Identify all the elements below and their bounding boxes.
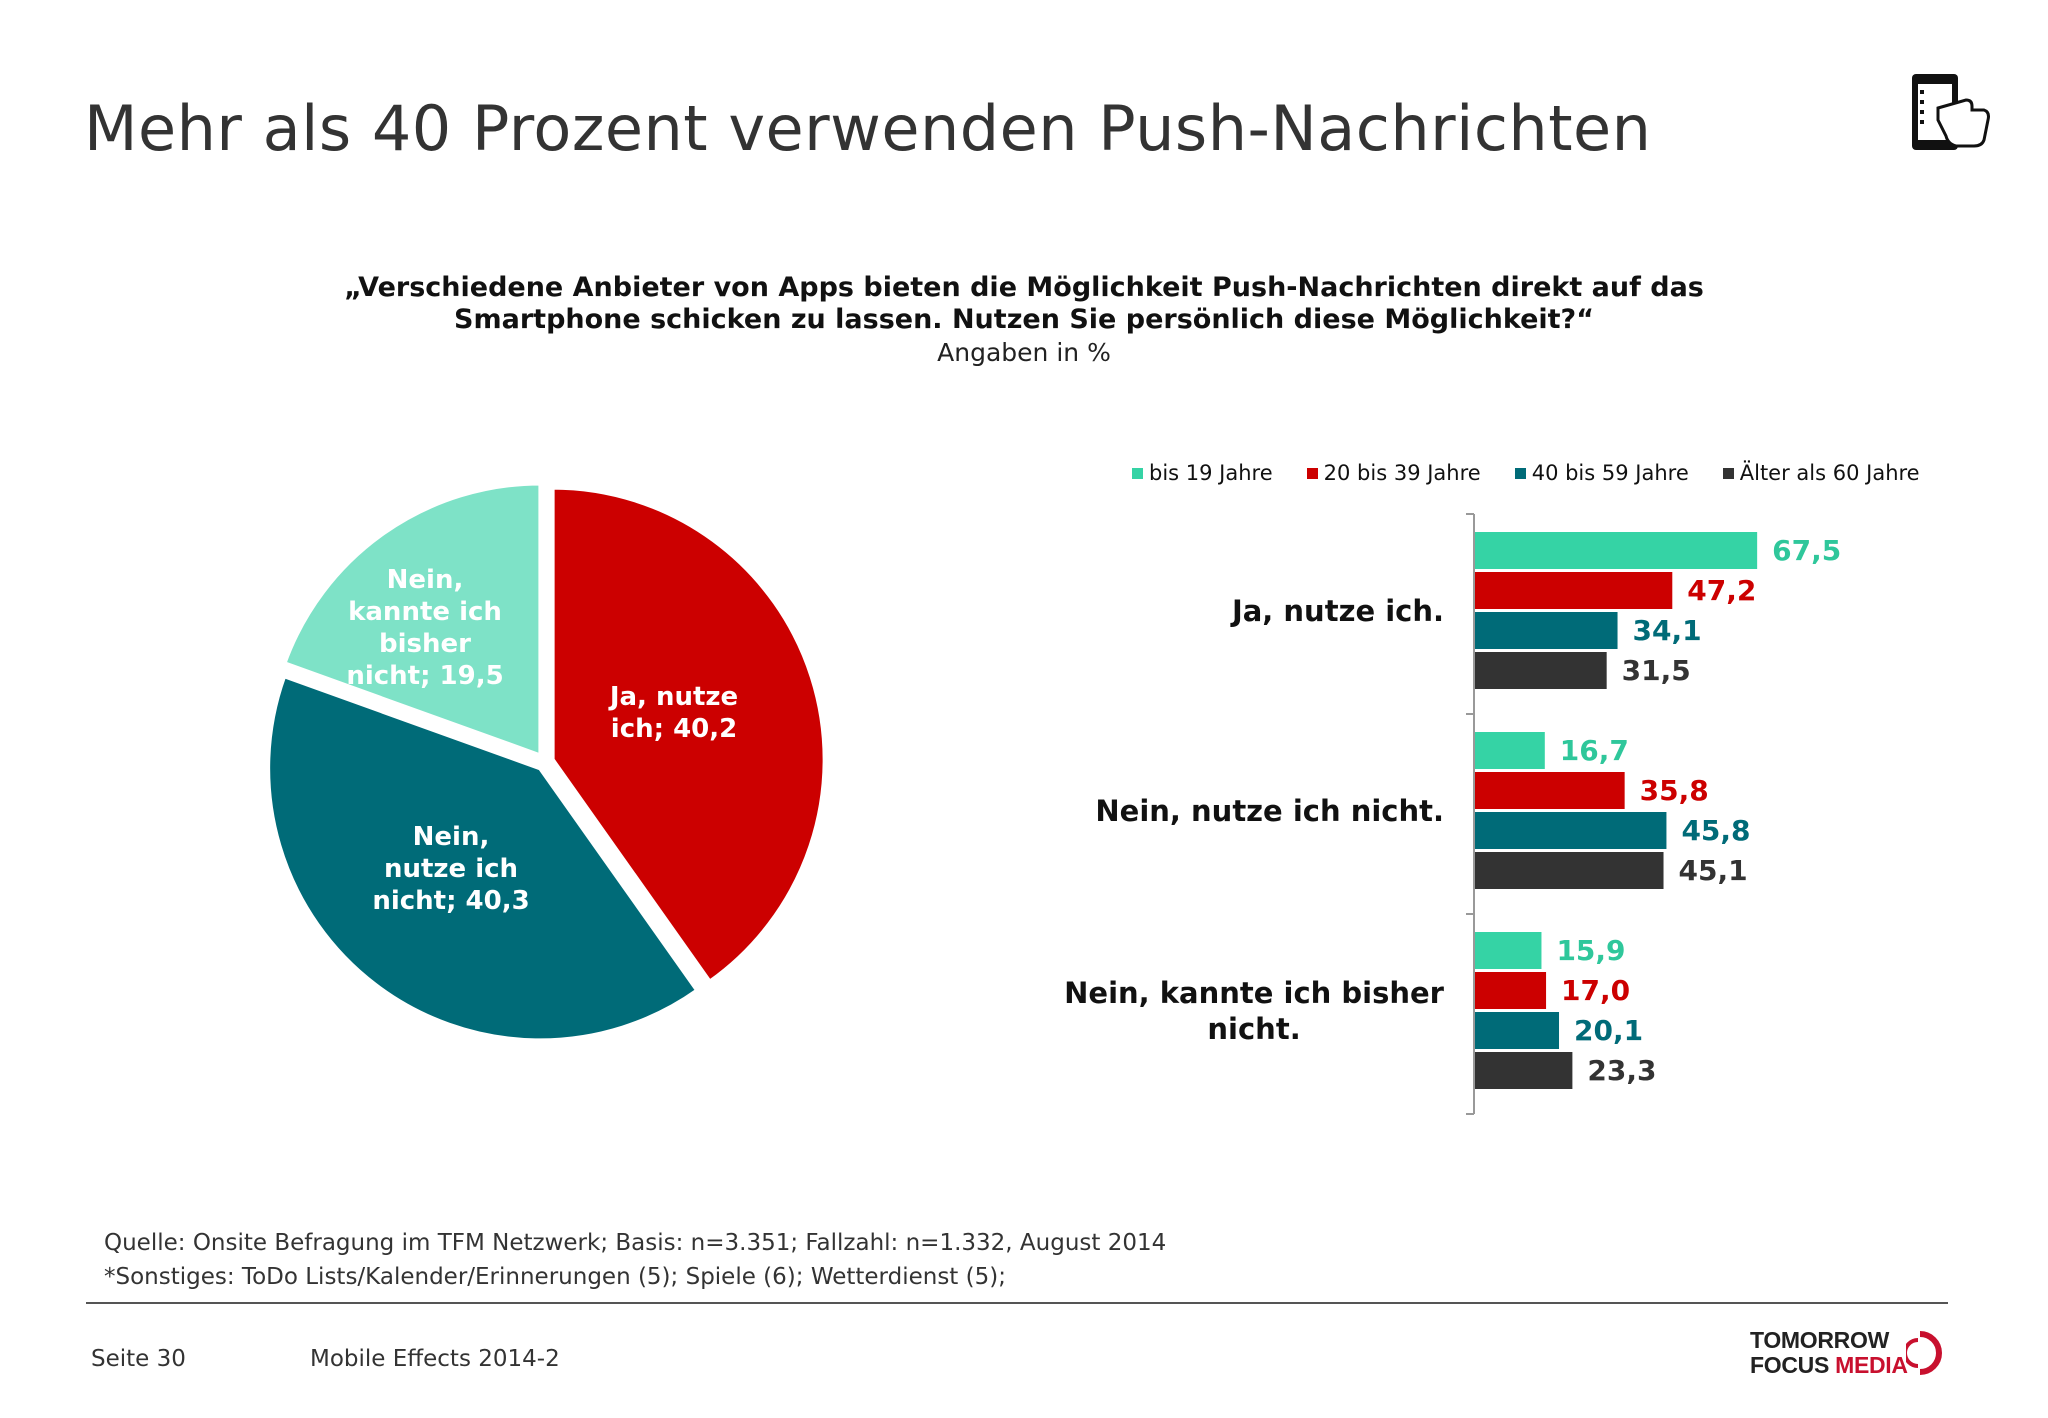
pie-label-line: Ja, nutze	[609, 682, 739, 712]
bar-value-label: 15,9	[1556, 934, 1626, 967]
legend-label: 40 bis 59 Jahre	[1531, 461, 1689, 485]
logo-line-1: TOMORROW	[1750, 1327, 1889, 1353]
pie-slice	[266, 673, 701, 1043]
legend-swatch	[1514, 467, 1526, 479]
question-line-1: „Verschiedene Anbieter von Apps bieten d…	[344, 272, 1704, 303]
bar-value-label: 31,5	[1621, 654, 1691, 687]
smartphone-touch-icon	[1912, 74, 1990, 150]
company-logo: TOMORROW FOCUS MEDIA	[1750, 1328, 1950, 1378]
logo-line-2a: FOCUS	[1750, 1352, 1836, 1378]
pie-slice-label: Nein, kannte ich bisher nicht; 19,5	[305, 564, 545, 692]
legend-item: 20 bis 39 Jahre	[1306, 461, 1481, 485]
question-line-2: Smartphone schicken zu lassen. Nutzen Si…	[454, 304, 1594, 335]
pie-label-line: bisher	[379, 629, 471, 659]
category-label: Nein, kannte ich bisher nicht.	[1064, 975, 1444, 1047]
legend-swatch	[1132, 467, 1143, 479]
bar-value-label: 23,3	[1587, 1054, 1657, 1087]
bar	[1475, 732, 1545, 769]
legend-label: Älter als 60 Jahre	[1739, 461, 1920, 485]
bar-value-label: 16,7	[1559, 734, 1629, 767]
source-note: Quelle: Onsite Befragung im TFM Netzwerk…	[104, 1230, 1167, 1256]
pie-label-line: kannte ich	[348, 597, 502, 627]
legend-label: 20 bis 39 Jahre	[1323, 461, 1481, 485]
legend-label: bis 19 Jahre	[1149, 461, 1273, 485]
logo-line-2b: MEDIA	[1835, 1352, 1908, 1378]
bar	[1475, 572, 1673, 609]
footnote: *Sonstiges: ToDo Lists/Kalender/Erinneru…	[104, 1264, 1006, 1290]
pie-slice	[281, 481, 543, 759]
page-number: Seite 30	[91, 1346, 186, 1372]
legend-swatch	[1722, 467, 1734, 479]
bar-value-label: 17,0	[1561, 974, 1631, 1007]
pie-slice-label: Ja, nutze ich; 40,2	[554, 681, 794, 745]
pie-slice-label: Nein, nutze ich nicht; 40,3	[331, 821, 571, 917]
bar	[1475, 852, 1664, 889]
unit-subtitle: Angaben in %	[937, 338, 1111, 367]
bar-value-label: 34,1	[1632, 614, 1702, 647]
category-label-line: Nein, kannte ich bisher	[1064, 975, 1444, 1010]
page-title: Mehr als 40 Prozent verwenden Push-Nachr…	[84, 92, 1652, 165]
bar	[1475, 612, 1618, 649]
bar	[1475, 972, 1547, 1009]
pie-label-line: nicht; 40,3	[372, 886, 530, 916]
pie-label-line: ich; 40,2	[610, 714, 738, 744]
bar-value-label: 67,5	[1772, 534, 1842, 567]
category-label-line: Nein, nutze ich nicht.	[1095, 793, 1444, 828]
pie-label-line: nutze ich	[383, 854, 519, 884]
bar	[1475, 1052, 1573, 1089]
pie-slice	[550, 485, 827, 985]
legend-swatch	[1306, 467, 1318, 479]
logo-arc-icon	[1906, 1331, 1942, 1375]
bar-value-label: 45,1	[1678, 854, 1748, 887]
legend-item: Älter als 60 Jahre	[1722, 461, 1920, 485]
bar	[1475, 772, 1625, 809]
legend-item: 40 bis 59 Jahre	[1514, 461, 1689, 485]
bar	[1475, 652, 1607, 689]
bar	[1475, 1012, 1560, 1049]
pie-label-line: nicht; 19,5	[346, 661, 504, 691]
legend-item: bis 19 Jahre	[1132, 461, 1273, 485]
bar-value-label: 35,8	[1639, 774, 1709, 807]
bar	[1475, 812, 1667, 849]
report-name: Mobile Effects 2014-2	[310, 1346, 560, 1372]
category-label: Nein, nutze ich nicht.	[1095, 793, 1444, 829]
pie-label-line: Nein,	[386, 565, 464, 595]
category-label: Ja, nutze ich.	[1232, 593, 1444, 629]
bar-legend: bis 19 Jahre 20 bis 39 Jahre 40 bis 59 Jah…	[1132, 458, 1920, 488]
footer-divider	[86, 1302, 1948, 1304]
survey-question: „Verschiedene Anbieter von Apps bieten d…	[250, 272, 1798, 336]
category-label-line: Ja, nutze ich.	[1231, 593, 1444, 628]
pie-label-line: Nein,	[412, 822, 490, 852]
bar	[1475, 532, 1758, 569]
bar	[1475, 932, 1542, 969]
bar-value-label: 47,2	[1687, 574, 1757, 607]
category-label-line: nicht.	[1207, 1011, 1301, 1046]
bar-value-label: 20,1	[1574, 1014, 1644, 1047]
bar-value-label: 45,8	[1681, 814, 1751, 847]
